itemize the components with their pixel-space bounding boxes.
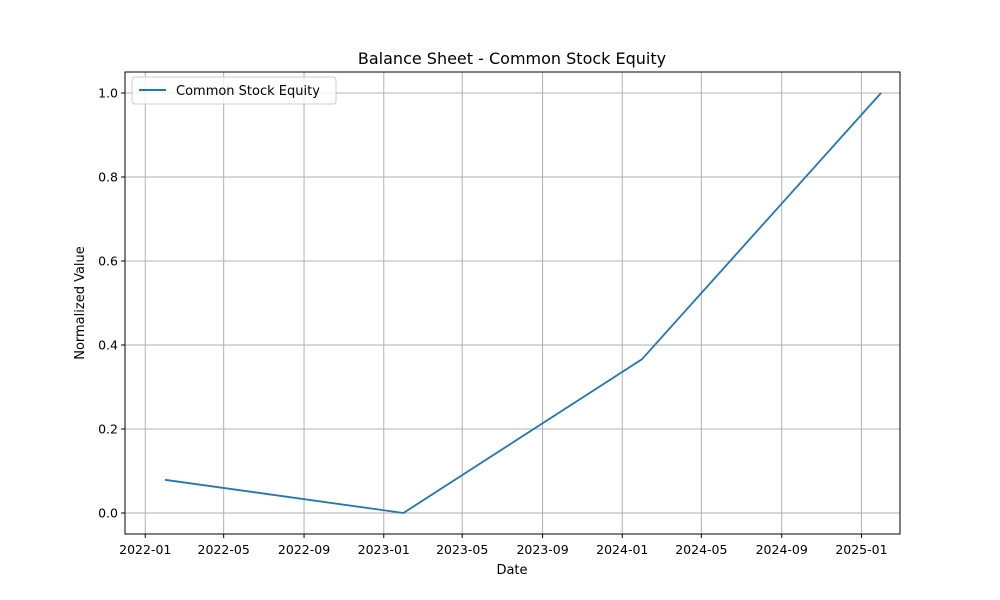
legend: Common Stock Equity <box>131 76 337 105</box>
y-tick-label: 0.2 <box>98 422 118 437</box>
x-tick-label: 2022-09 <box>278 542 330 557</box>
y-tick-label: 0.8 <box>98 170 118 185</box>
x-tick-label: 2022-01 <box>119 542 171 557</box>
y-tick-label: 0.0 <box>98 506 118 521</box>
series-layer <box>164 92 882 514</box>
legend-box <box>131 76 337 105</box>
x-tick-label: 2023-01 <box>358 542 410 557</box>
y-axis-label: Normalized Value <box>73 246 88 360</box>
x-tick-label: 2024-09 <box>756 542 808 557</box>
chart-title: Balance Sheet - Common Stock Equity <box>358 49 666 68</box>
series-line <box>164 92 882 514</box>
plot-area-frame <box>124 71 901 535</box>
y-tick-label: 0.4 <box>98 338 118 353</box>
y-tick-label: 1.0 <box>98 86 118 101</box>
x-tick-label: 2024-01 <box>596 542 648 557</box>
x-tick-label: 2025-01 <box>835 542 887 557</box>
y-tick-label: 0.6 <box>98 254 118 269</box>
x-tick-label: 2023-05 <box>436 542 488 557</box>
legend-label: Common Stock Equity <box>176 84 320 99</box>
x-axis-label: Date <box>496 563 527 578</box>
x-tick-label: 2024-05 <box>675 542 727 557</box>
x-tick-label: 2022-05 <box>198 542 250 557</box>
axis-ticks: 2022-01 2022-05 2022-09 2023-01 2023-05 2023-… <box>98 86 887 558</box>
x-tick-label: 2023-09 <box>516 542 568 557</box>
